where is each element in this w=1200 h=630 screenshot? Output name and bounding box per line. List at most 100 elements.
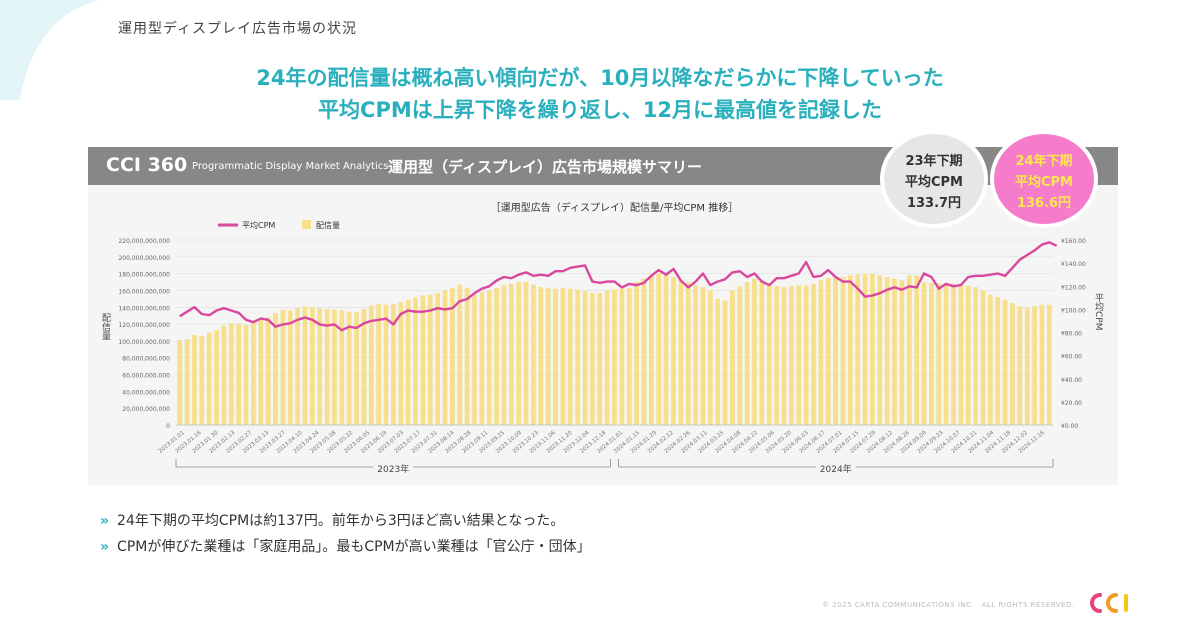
volume-bar (833, 277, 838, 425)
volume-bar (582, 291, 588, 425)
volume-bar (346, 311, 352, 425)
volume-bar (206, 332, 212, 425)
copyright: © 2025 CARTA COMMUNICATIONS INC. ALL RIG… (822, 601, 1075, 609)
volume-bar (752, 278, 757, 425)
volume-bar (472, 294, 477, 425)
volume-bar (553, 288, 558, 425)
y-left-tick-label: 200,000,000,000 (118, 255, 170, 262)
year-label-bg (373, 462, 414, 476)
volume-bar (906, 275, 912, 425)
y-left-axis-label: 配信量 (100, 313, 111, 340)
volume-bar (184, 339, 190, 425)
badge-2024-line1: 24年下期 (1015, 154, 1073, 169)
volume-bar (309, 307, 315, 425)
y-right-tick-label: ¥60.00 (1061, 354, 1082, 361)
volume-bar (980, 290, 986, 425)
volume-bar (840, 277, 846, 425)
volume-bar (575, 289, 581, 425)
volume-bar (332, 309, 337, 425)
y-left-tick-label: 180,000,000,000 (118, 272, 170, 279)
volume-bar (538, 287, 544, 425)
volume-bar (177, 340, 183, 425)
volume-bar (1010, 303, 1015, 425)
volume-bar (730, 290, 735, 425)
volume-bar (383, 304, 389, 425)
volume-bar (1046, 304, 1052, 425)
brand-name: CCI 360 (106, 154, 188, 176)
y-left-tick-label: 100,000,000,000 (118, 339, 170, 346)
bullet-mark-icon: » (100, 539, 110, 555)
volume-bar (1032, 306, 1037, 425)
y-left-tick-label: 40,000,000,000 (122, 389, 170, 396)
volume-bar (626, 287, 632, 425)
volume-bar (398, 302, 404, 425)
volume-bar (339, 310, 345, 425)
volume-bar (759, 280, 765, 425)
volume-bar (228, 323, 234, 425)
volume-bar (612, 289, 617, 425)
volume-bar (914, 275, 920, 425)
volume-bar (943, 284, 949, 425)
y-left-tick-label: 0 (166, 423, 170, 430)
cpm-line (179, 241, 1058, 332)
y-right-tick-label: ¥40.00 (1061, 377, 1082, 384)
volume-bar (656, 273, 662, 425)
bullet-item: » CPMが伸びた業種は「家庭用品」。最もCPMが高い業種は「官公庁・団体」 (100, 536, 591, 556)
volume-bar (811, 283, 816, 425)
badge-2024-h2: 24年下期 平均CPM 136.6円 (990, 130, 1098, 228)
volume-bar (958, 284, 964, 425)
banner-title: 運用型（ディスプレイ）広告市場規模サマリー (388, 158, 702, 176)
y-right-tick-label: ¥160.00 (1061, 238, 1086, 245)
year-group-label: 2024年 (820, 463, 852, 475)
volume-bar (501, 285, 507, 425)
volume-bar (214, 329, 219, 425)
volume-bar (405, 299, 411, 425)
volume-bar (929, 282, 934, 425)
volume-bar (671, 277, 676, 425)
volume-bar (361, 308, 367, 425)
volume-bar (877, 275, 883, 425)
y-right-axis-label: 平均CPM (1093, 293, 1104, 331)
volume-bar (899, 280, 905, 425)
y-left-tick-label: 120,000,000,000 (118, 322, 170, 329)
volume-bar (457, 284, 463, 425)
volume-bar (663, 274, 669, 425)
legend-cpm-label: 平均CPM (242, 220, 275, 230)
volume-bar (479, 292, 485, 425)
badge-2023-line2: 平均CPM (904, 175, 963, 190)
volume-bar (1017, 306, 1023, 425)
bullet-text: CPMが伸びた業種は「家庭用品」。最もCPMが高い業種は「官公庁・団体」 (117, 539, 591, 555)
volume-bar (545, 287, 551, 425)
headline-line-2: 平均CPMは上昇下降を繰り返し、12月に最高値を記録した (318, 98, 882, 122)
volume-bar (597, 292, 603, 425)
volume-bar (427, 294, 433, 425)
volume-bar (199, 335, 205, 425)
volume-bar (391, 303, 396, 425)
volume-bar (273, 313, 278, 425)
volume-bar (803, 285, 809, 425)
volume-bar (685, 282, 691, 425)
volume-bar (590, 292, 595, 425)
volume-bar (722, 300, 728, 425)
volume-cpm-chart: ［運用型広告（ディスプレイ）配信量/平均CPM 推移］ 220,000,000,0… (100, 201, 1104, 476)
volume-bar (287, 310, 293, 425)
volume-bar (324, 308, 330, 425)
volume-bar (1024, 308, 1030, 425)
volume-bar (965, 285, 971, 425)
bullet-list: » 24年下期の平均CPMは約137円。前年から3円ほど高い結果となった。 » CP… (100, 510, 591, 562)
volume-bar (737, 286, 743, 425)
volume-bar (567, 288, 573, 425)
volume-bar (450, 287, 455, 425)
section-title: 運用型ディスプレイ広告市場の状況 (118, 21, 358, 37)
volume-bar (295, 308, 300, 425)
cci-logo-icon (1090, 593, 1128, 613)
badge-2024-value: 136.6円 (1016, 196, 1072, 211)
volume-bar (516, 282, 522, 425)
volume-bar (766, 283, 772, 425)
y-right-tick-label: ¥20.00 (1061, 400, 1082, 407)
y-left-tick-label: 140,000,000,000 (118, 305, 170, 312)
volume-bar (825, 277, 831, 425)
volume-bar (862, 273, 868, 425)
volume-bar (464, 287, 470, 425)
badge-2023-value: 133.7円 (906, 196, 962, 211)
